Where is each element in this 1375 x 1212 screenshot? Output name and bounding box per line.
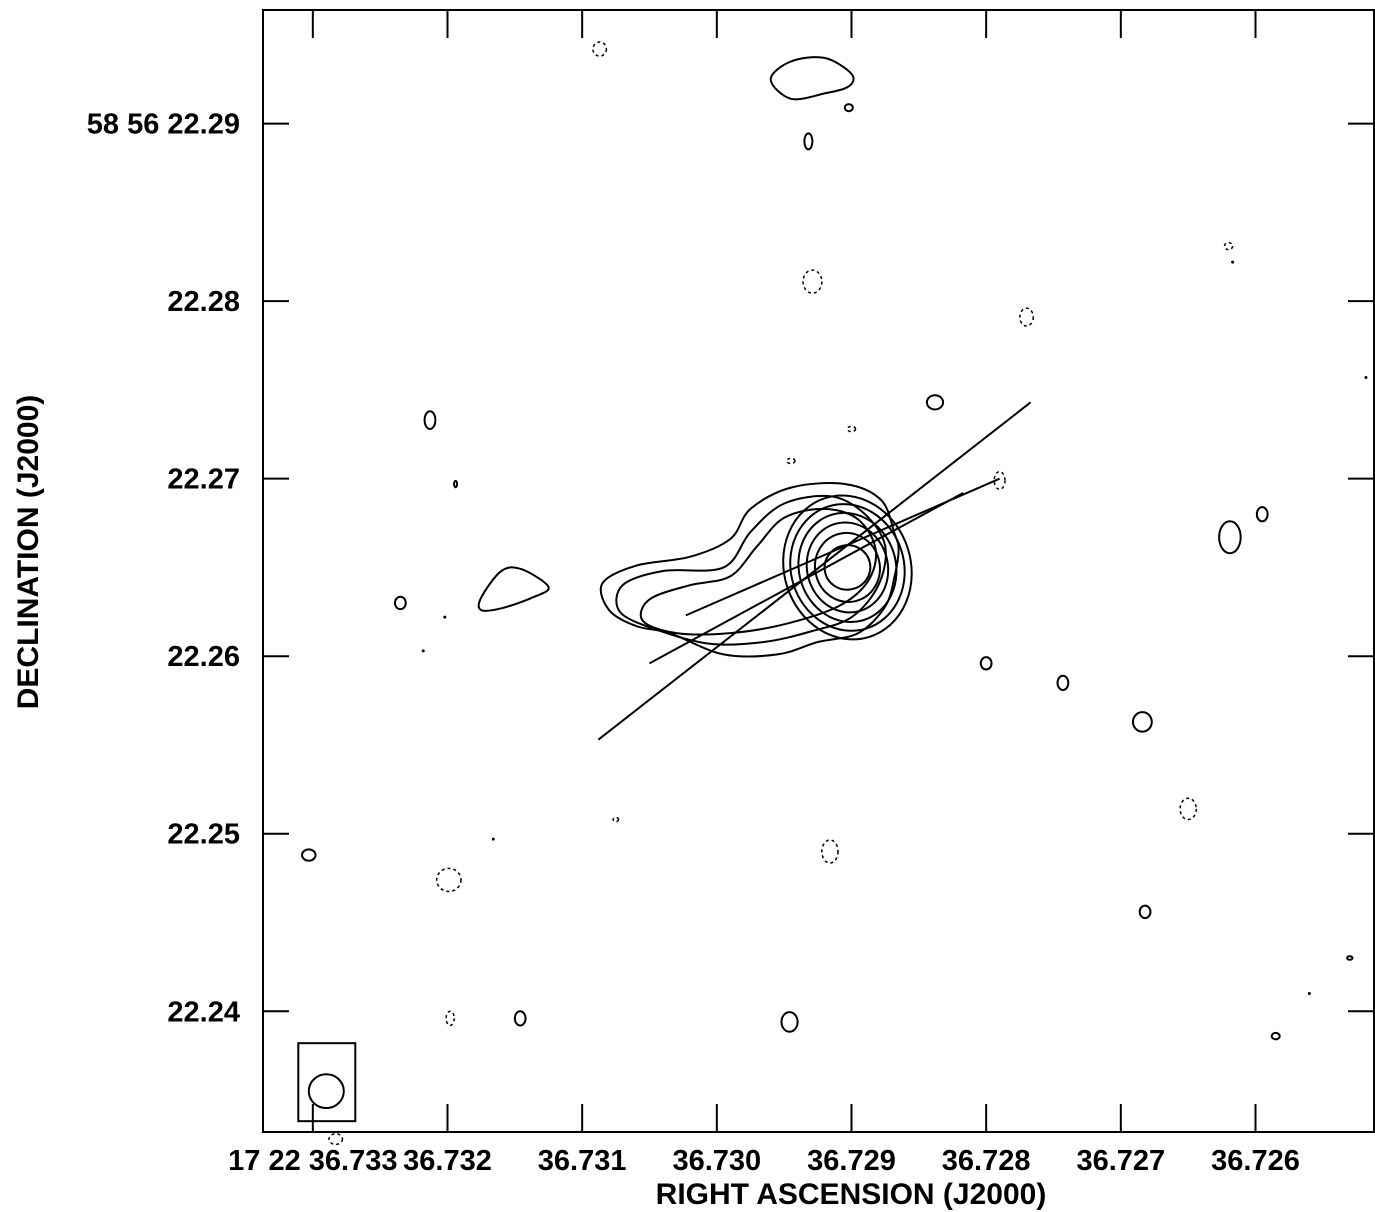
negative-contour-8 [993,470,1006,491]
contour-dot-3 [1231,260,1235,264]
positive-contour-2 [423,410,437,430]
y-tick-label-2: 22.27 [167,464,240,496]
beam-marker [297,1042,357,1123]
negative-contour-4 [821,839,839,864]
negative-contour-1 [435,867,462,893]
x-tick-label-7: 36.726 [1211,1145,1300,1177]
core-contour-0 [823,544,872,591]
positive-contour-10 [1056,674,1070,691]
core-contour-5 [782,494,913,641]
x-axis-title: RIGHT ASCENSION (J2000) [656,1178,1047,1211]
positive-contour-5 [803,132,814,151]
contour-dot-0 [421,649,425,653]
positive-contour-7 [780,1011,799,1033]
beam-box [297,1042,357,1123]
positive-contour-12 [1138,904,1152,920]
direction-line-2 [685,477,1001,617]
y-tick-labels: 58 56 22.29 22.28 22.27 22.26 22.25 22.24 [87,109,240,1029]
blob-contour-0 [477,566,550,612]
contour-layer [301,41,1368,1146]
contour-dot-1 [443,615,447,619]
positive-contour-8 [925,394,945,411]
positive-contour-1 [393,595,407,611]
beam-ellipse [307,1073,345,1110]
x-tick-labels: 17 22 36.733 36.732 36.731 36.730 36.729 36.7… [228,1145,1300,1177]
extended-contour-0 [599,482,900,658]
x-tick-label-2: 36.731 [538,1145,627,1177]
negative-contour-0 [592,41,608,57]
negative-contour-10 [1223,241,1234,251]
negative-contour-12 [328,1133,344,1146]
direction-line-0 [597,401,1032,741]
positive-contour-4 [513,1010,527,1027]
positive-contour-6 [843,103,854,113]
x-tick-label-6: 36.727 [1076,1145,1165,1177]
core-contour-1 [813,531,881,603]
extended-contour-1 [615,494,887,646]
y-tick-label-4: 22.25 [167,819,240,851]
positive-contour-13 [1218,520,1242,555]
contour-dot-4 [1307,992,1311,996]
contour-dot-2 [491,837,495,841]
positive-contour-9 [979,656,993,671]
positive-contour-3 [453,479,459,489]
axis-ticks [263,10,1374,1132]
y-tick-label-1: 22.28 [167,286,240,318]
negative-contour-5 [786,457,796,465]
positive-contour-15 [1270,1031,1281,1041]
negative-contour-7 [1019,307,1035,327]
y-axis-title: DECLINATION (J2000) [12,395,45,710]
negative-contour-2 [445,1010,455,1027]
x-tick-label-0: 17 22 36.733 [228,1145,397,1177]
negative-contour-9 [1179,797,1197,821]
negative-contour-6 [846,425,857,433]
negative-contour-3 [802,269,823,294]
x-tick-label-1: 36.732 [403,1145,492,1177]
direction-lines [597,401,1032,741]
direction-line-1 [649,492,964,665]
positive-contour-14 [1255,506,1269,523]
positive-contour-16 [1346,955,1354,961]
x-tick-label-4: 36.729 [807,1145,896,1177]
y-tick-label-5: 22.24 [167,996,240,1028]
negative-contour-11 [612,816,620,823]
plot-frame [262,9,1375,1133]
core-contour-4 [789,503,906,632]
positive-contour-11 [1131,711,1153,733]
blob-contour-1 [769,56,855,101]
y-tick-label-0: 58 56 22.29 [87,109,240,141]
y-tick-label-3: 22.26 [167,641,240,673]
x-tick-label-5: 36.728 [942,1145,1031,1177]
x-tick-label-3: 36.730 [672,1145,761,1177]
contour-dot-5 [1364,375,1368,379]
positive-contour-0 [301,848,317,862]
